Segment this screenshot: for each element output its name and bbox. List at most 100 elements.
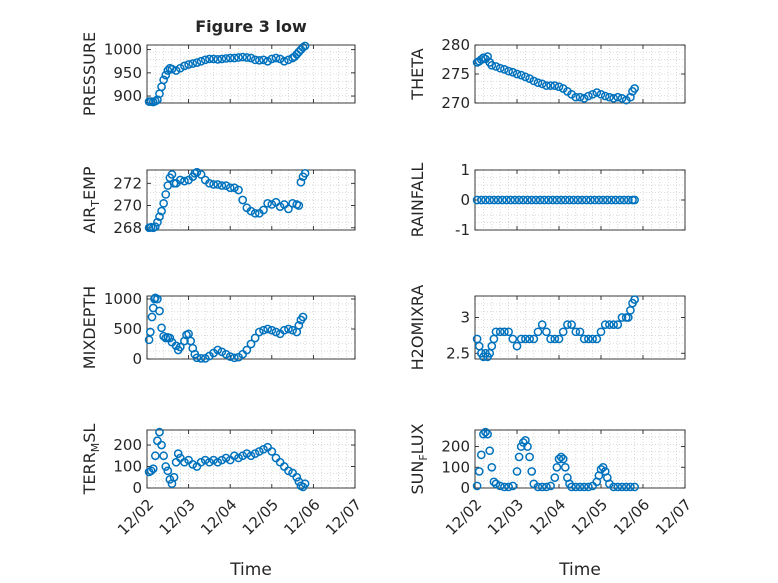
data-point [516, 70, 526, 80]
data-point [514, 195, 524, 205]
subplot-6: 2.5 3 H2OMIXRA [408, 285, 686, 370]
data-point [548, 195, 558, 205]
data-point [579, 482, 589, 492]
data-point [550, 81, 560, 90]
y-tick-label: 100 [113, 458, 142, 476]
data-point [213, 457, 223, 467]
data-point [546, 481, 555, 491]
data-point [155, 212, 164, 222]
data-point [594, 195, 604, 205]
data-point [169, 472, 179, 482]
data-point [148, 464, 158, 474]
data-point [221, 181, 231, 190]
data-point [155, 427, 164, 437]
data-point [506, 195, 516, 205]
data-point [516, 442, 526, 451]
data-point [617, 313, 627, 322]
axes-box [474, 295, 686, 360]
axes-box [146, 295, 356, 360]
data-point [230, 183, 239, 193]
data-point [205, 178, 214, 188]
y-tick-label: 1000 [104, 290, 142, 308]
data-point [144, 335, 154, 345]
data-point [192, 58, 202, 67]
data-point [209, 180, 218, 189]
data-point [592, 88, 602, 97]
data-point [512, 69, 522, 79]
data-point [493, 195, 503, 205]
series-markers [144, 293, 308, 363]
data-point [157, 323, 166, 333]
data-point [284, 204, 293, 214]
data-point [159, 75, 168, 85]
data-point [552, 462, 562, 472]
data-point [175, 342, 185, 352]
data-point [554, 454, 564, 464]
data-point [535, 195, 545, 205]
data-point [234, 53, 243, 62]
data-point [242, 345, 252, 355]
data-point [512, 341, 522, 351]
y-axis-label: SUNFLUX [408, 423, 430, 494]
data-point [217, 181, 227, 190]
y-axis-label: THETA [408, 48, 427, 100]
data-point [171, 66, 181, 75]
data-point [200, 455, 210, 465]
data-point [550, 473, 560, 482]
data-point [150, 222, 160, 232]
data-point [533, 482, 543, 492]
data-point [234, 185, 243, 195]
data-point [250, 449, 260, 458]
data-point [546, 334, 555, 344]
data-point [609, 320, 618, 329]
y-tick-label: 200 [113, 436, 142, 454]
data-point [472, 481, 482, 491]
data-point [259, 444, 268, 454]
data-point [263, 324, 272, 334]
data-point [598, 462, 608, 472]
data-point [238, 52, 248, 62]
data-point [153, 217, 162, 227]
data-point [259, 205, 268, 215]
data-point [246, 451, 256, 461]
data-point [225, 53, 235, 63]
data-point [609, 94, 618, 103]
data-point [617, 94, 627, 103]
y-tick-label: 3 [460, 308, 470, 326]
data-point [502, 195, 511, 205]
subplot-2: 270 275 280 THETA [408, 36, 686, 112]
series-markers [144, 167, 310, 233]
data-point [209, 54, 218, 64]
data-point [508, 481, 518, 491]
data-point [238, 451, 248, 461]
data-point [605, 92, 614, 102]
data-point [584, 91, 593, 101]
data-point [489, 195, 499, 205]
data-point [225, 352, 235, 361]
y-axis-label: MIXDEPTH [80, 286, 99, 369]
data-point [298, 312, 308, 322]
data-point [267, 325, 277, 335]
data-point [234, 453, 243, 463]
data-point [588, 89, 597, 99]
data-point [192, 167, 202, 177]
data-point [284, 466, 293, 476]
data-point [611, 195, 621, 205]
data-point [163, 66, 173, 75]
data-point [246, 53, 256, 63]
y-tick-label: 0 [132, 479, 142, 497]
data-point [544, 195, 553, 205]
data-point [613, 320, 623, 329]
data-point [600, 91, 610, 101]
y-axis-label: RAINFALL [408, 163, 427, 238]
data-point [157, 440, 166, 450]
data-point [254, 55, 264, 65]
data-point [500, 327, 509, 337]
data-point [161, 462, 171, 471]
y-tick-label: 100 [441, 458, 470, 476]
data-point [275, 54, 285, 64]
data-point [476, 450, 486, 460]
